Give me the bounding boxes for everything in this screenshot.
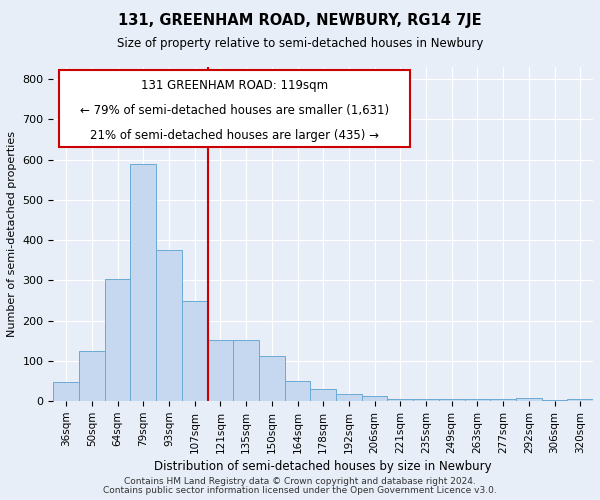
Bar (439, 399, 464, 402)
Bar (464, 399, 490, 402)
Bar (516, 398, 542, 402)
Text: ← 79% of semi-detached houses are smaller (1,631): ← 79% of semi-detached houses are smalle… (80, 104, 389, 117)
Bar (336, 394, 362, 402)
Bar (182, 301, 208, 402)
Bar (568, 399, 593, 402)
Bar (490, 399, 516, 402)
Bar (233, 340, 259, 402)
Bar (79, 350, 105, 402)
Text: 131, GREENHAM ROAD, NEWBURY, RG14 7JE: 131, GREENHAM ROAD, NEWBURY, RG14 7JE (118, 12, 482, 28)
Bar (130, 164, 156, 402)
Text: Size of property relative to semi-detached houses in Newbury: Size of property relative to semi-detach… (117, 38, 483, 51)
Bar (310, 389, 336, 402)
X-axis label: Distribution of semi-detached houses by size in Newbury: Distribution of semi-detached houses by … (154, 460, 492, 473)
Text: Contains public sector information licensed under the Open Government Licence v3: Contains public sector information licen… (103, 486, 497, 495)
Y-axis label: Number of semi-detached properties: Number of semi-detached properties (7, 131, 17, 337)
Bar (156, 250, 182, 402)
Bar (105, 279, 130, 402)
FancyBboxPatch shape (59, 70, 410, 147)
Bar (259, 356, 284, 402)
Bar (388, 399, 413, 402)
Text: 131 GREENHAM ROAD: 119sqm: 131 GREENHAM ROAD: 119sqm (140, 78, 328, 92)
Bar (362, 396, 388, 402)
Text: Contains HM Land Registry data © Crown copyright and database right 2024.: Contains HM Land Registry data © Crown c… (124, 477, 476, 486)
Bar (542, 400, 568, 402)
Bar (53, 382, 79, 402)
Bar (413, 399, 439, 402)
Bar (284, 381, 310, 402)
Text: 21% of semi-detached houses are larger (435) →: 21% of semi-detached houses are larger (… (89, 129, 379, 142)
Bar (208, 340, 233, 402)
